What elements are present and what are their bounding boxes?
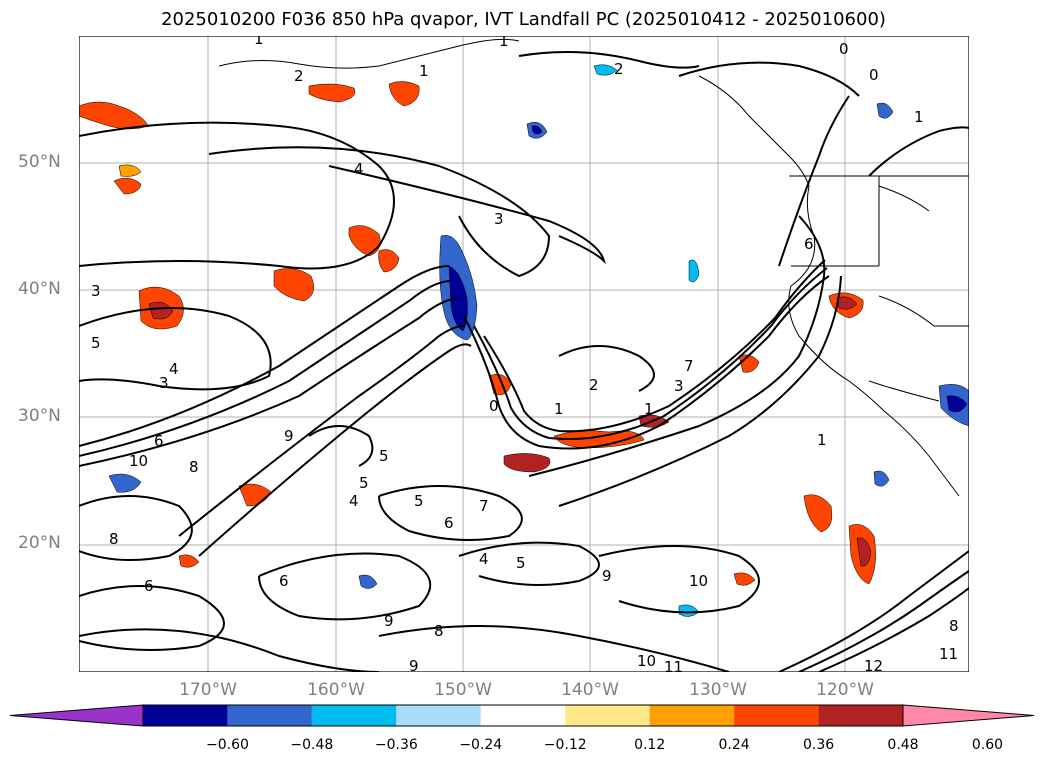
- contour-label: 9: [602, 567, 612, 585]
- contour-label: 11: [664, 658, 683, 672]
- contour-label: 11: [939, 645, 958, 663]
- contour-label: 0: [839, 40, 849, 58]
- contour-label: 4: [354, 160, 364, 178]
- lat-label-50n: 50°N: [18, 152, 61, 172]
- colorbar-bin: [143, 705, 228, 726]
- lon-label-140w: 140°W: [561, 680, 619, 700]
- colorbar-extend-high: [902, 704, 1035, 727]
- colorbar-bin: [649, 705, 735, 726]
- contour-label: 2: [294, 67, 304, 85]
- colorbar-tick-label: −0.48: [290, 737, 334, 753]
- colorbar-tick-label: 0.12: [634, 737, 666, 753]
- colorbar-bin: [565, 705, 650, 726]
- colorbar-tick-label: −0.12: [543, 737, 587, 753]
- contour-label: 6: [154, 432, 164, 450]
- contour-label: 8: [949, 617, 959, 635]
- contour-label: 3: [91, 282, 101, 300]
- contour-label: 6: [444, 514, 454, 532]
- qvapor-shading: [79, 64, 969, 617]
- colorbar-bin: [480, 705, 566, 726]
- contour-label: 12: [864, 657, 883, 672]
- contour-label: 5: [379, 447, 389, 465]
- contour-label: 0: [489, 397, 499, 415]
- contour-label: 5: [359, 474, 369, 492]
- contour-label: 5: [516, 554, 526, 572]
- ivt-contours: [79, 51, 969, 672]
- contour-label: 1: [499, 36, 509, 50]
- contour-label: 10: [689, 572, 708, 590]
- contour-label: 4: [349, 492, 359, 510]
- colorbar-tick-label: 0.60: [971, 737, 1004, 753]
- contour-label: 4: [169, 360, 179, 378]
- contour-label: 5: [414, 492, 424, 510]
- contour-label: 5: [91, 334, 101, 352]
- contour-label: 6: [144, 577, 154, 595]
- contour-label: 2: [614, 60, 624, 78]
- contour-label: 8: [109, 530, 119, 548]
- colorbar-tick-label: 0.48: [887, 737, 919, 753]
- contour-label: 0: [869, 66, 879, 84]
- contour-label: 7: [479, 497, 489, 515]
- colorbar-tick-label: 0.36: [802, 737, 835, 753]
- colorbar-bin: [311, 705, 397, 726]
- colorbar-bin: [734, 705, 819, 726]
- lat-label-30n: 30°N: [18, 406, 61, 426]
- contour-label: 3: [494, 210, 504, 228]
- gridlines: [79, 36, 969, 672]
- lat-label-40n: 40°N: [18, 279, 61, 299]
- contour-label: 3: [159, 374, 169, 392]
- contour-label: 9: [384, 612, 394, 630]
- lon-label-150w: 150°W: [434, 680, 492, 700]
- contour-label: 1: [419, 62, 429, 80]
- colorbar-tick-label: −0.36: [374, 737, 418, 753]
- map-title: 2025010200 F036 850 hPa qvapor, IVT Land…: [161, 9, 886, 30]
- colorbar-tick-label: −0.24: [459, 737, 503, 753]
- colorbar-tick-label: −0.60: [205, 737, 249, 753]
- contour-label: 10: [129, 452, 148, 470]
- contour-label: 10: [637, 652, 656, 670]
- colorbar-bin: [818, 705, 903, 726]
- contour-label: 1: [644, 400, 654, 418]
- lon-label-130w: 130°W: [689, 680, 747, 700]
- lon-label-160w: 160°W: [307, 680, 365, 700]
- contour-label: 4: [479, 550, 489, 568]
- contour-label: 1: [914, 108, 924, 126]
- lon-label-120w: 120°W: [816, 680, 874, 700]
- contour-label: 2: [589, 376, 599, 394]
- colorbar-bin: [396, 705, 481, 726]
- contour-label: 1: [817, 431, 827, 449]
- contour-label: 9: [409, 657, 419, 672]
- coastlines: [218, 38, 969, 497]
- contour-label: 1: [254, 36, 264, 48]
- contour-label: 1: [554, 400, 564, 418]
- contour-label: 3: [674, 377, 684, 395]
- colorbar: [10, 704, 1035, 727]
- lon-label-170w: 170°W: [179, 680, 237, 700]
- contour-label: 7: [684, 357, 694, 375]
- contour-label: 8: [434, 622, 444, 640]
- contour-label: 8: [189, 458, 199, 476]
- lat-label-20n: 20°N: [18, 533, 61, 553]
- colorbar-bin: [227, 705, 312, 726]
- colorbar-tick-label: 0.24: [718, 737, 750, 753]
- contour-label: 6: [279, 572, 289, 590]
- contour-label: 6: [804, 235, 814, 253]
- colorbar-extend-low: [10, 704, 144, 727]
- contour-label: 9: [284, 427, 294, 445]
